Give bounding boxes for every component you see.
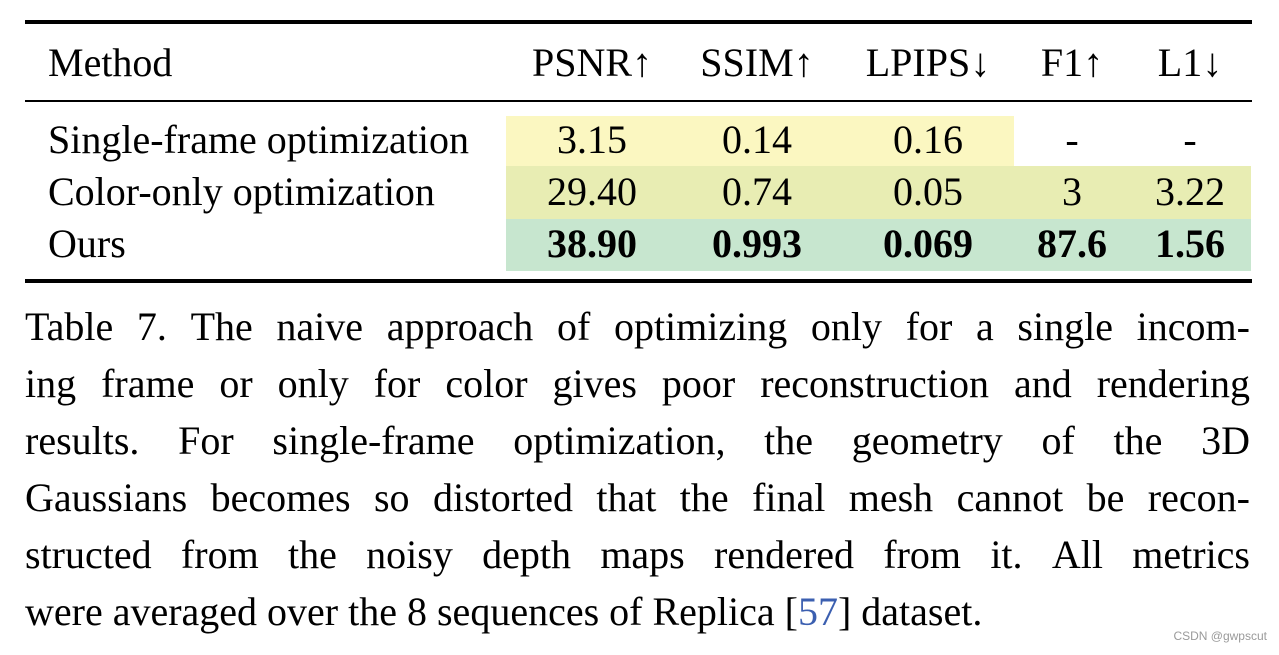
caption-word: 3D: [1201, 418, 1250, 463]
caption-word: Table: [25, 304, 114, 349]
row-f1: 87.6: [1037, 221, 1107, 266]
caption-word: recon-: [1147, 475, 1250, 520]
row-psnr: 38.90: [547, 221, 637, 266]
table-caption: Table 7. The naive approach of optimizing only f…: [25, 298, 1250, 640]
caption-word: For: [178, 418, 234, 463]
caption-word: mesh: [848, 475, 934, 520]
highlight-row-color-only: [506, 166, 1251, 219]
row-f1: 3: [1062, 169, 1082, 214]
caption-line: results. For single-frame optimization, the g…: [25, 412, 1250, 469]
caption-word: naive: [276, 304, 364, 349]
row-psnr: 29.40: [547, 169, 637, 214]
caption-word: rendering: [1096, 361, 1250, 406]
caption-word: for: [905, 304, 953, 349]
caption-text: were averaged over the 8 sequences of Re…: [25, 589, 798, 634]
caption-word: frame: [101, 361, 195, 406]
row-l1: 1.56: [1155, 221, 1225, 266]
header-f1: F1↑: [1040, 40, 1104, 85]
table-top-rule: [25, 20, 1252, 24]
caption-word: optimization,: [513, 418, 726, 463]
caption-word: structed: [25, 532, 152, 577]
caption-word: maps: [600, 532, 685, 577]
caption-word: for: [373, 361, 421, 406]
caption-word: final: [752, 475, 826, 520]
caption-line: Table 7. The naive approach of optimizing only f…: [25, 298, 1250, 355]
caption-word: gives: [552, 361, 637, 406]
row-f1: -: [1065, 117, 1079, 162]
row-ssim: 0.993: [712, 221, 802, 266]
caption-word: distorted: [432, 475, 573, 520]
row-method: Ours: [48, 221, 126, 266]
highlight-row-ours: [506, 219, 1251, 271]
caption-word: depth: [482, 532, 572, 577]
caption-word: the: [764, 418, 814, 463]
caption-word: 7.: [136, 304, 167, 349]
caption-line: structed from the noisy depth maps rendered fro…: [25, 526, 1250, 583]
caption-word: of: [556, 304, 591, 349]
row-l1: -: [1183, 117, 1197, 162]
caption-word: and: [1013, 361, 1072, 406]
caption-word: All: [1051, 532, 1103, 577]
caption-word: only: [810, 304, 883, 349]
header-ssim: SSIM↑: [700, 40, 814, 85]
citation-link[interactable]: 57: [797, 589, 838, 634]
caption-word: only: [277, 361, 349, 406]
row-method: Color-only optimization: [48, 169, 435, 214]
caption-word: from: [180, 532, 259, 577]
caption-word: the: [1113, 418, 1163, 463]
caption-word: single: [1017, 304, 1113, 349]
caption-text: ] dataset.: [837, 589, 983, 634]
header-l1: L1↓: [1157, 40, 1223, 85]
caption-word: ing: [25, 361, 77, 406]
caption-word: becomes: [210, 475, 351, 520]
caption-word: results.: [25, 418, 140, 463]
caption-word: The: [190, 304, 253, 349]
caption-word: the: [679, 475, 729, 520]
row-ssim: 0.14: [722, 117, 792, 162]
caption-word: optimizing: [613, 304, 788, 349]
header-method: Method: [48, 40, 173, 85]
table-header-rule: [25, 100, 1252, 102]
caption-word: Gaussians: [25, 475, 188, 520]
caption-word: a: [976, 304, 994, 349]
row-method: Single-frame optimization: [48, 117, 469, 162]
caption-word: noisy: [366, 532, 453, 577]
caption-word: of: [1041, 418, 1075, 463]
header-lpips: LPIPS↓: [865, 40, 991, 85]
row-ssim: 0.74: [722, 169, 792, 214]
row-psnr: 3.15: [557, 117, 627, 162]
header-psnr: PSNR↑: [531, 40, 653, 85]
caption-word: reconstruction: [760, 361, 989, 406]
caption-word: or: [219, 361, 253, 406]
table-bottom-rule: [25, 279, 1252, 283]
caption-word: color: [445, 361, 528, 406]
caption-word: poor: [661, 361, 736, 406]
caption-line-last: were averaged over the 8 sequences of Re…: [25, 583, 1250, 640]
row-lpips: 0.05: [893, 169, 963, 214]
caption-line: Gaussians becomes so distorted that the final m…: [25, 469, 1250, 526]
caption-word: single-frame: [272, 418, 475, 463]
caption-word: it.: [990, 532, 1023, 577]
caption-word: be: [1086, 475, 1125, 520]
caption-word: from: [883, 532, 962, 577]
caption-word: approach: [386, 304, 534, 349]
row-lpips: 0.069: [883, 221, 973, 266]
caption-word: rendered: [714, 532, 854, 577]
caption-word: so: [373, 475, 410, 520]
row-lpips: 0.16: [893, 117, 963, 162]
caption-word: that: [596, 475, 657, 520]
row-l1: 3.22: [1155, 169, 1225, 214]
caption-word: the: [287, 532, 337, 577]
highlight-row-single-frame: [506, 116, 1014, 166]
caption-line: ing frame or only for color gives poor reconstru…: [25, 355, 1250, 412]
caption-word: geometry: [851, 418, 1003, 463]
caption-word: metrics: [1132, 532, 1250, 577]
watermark: CSDN @gwpscut: [1173, 629, 1267, 643]
caption-word: incom-: [1136, 304, 1250, 349]
caption-word: cannot: [956, 475, 1064, 520]
